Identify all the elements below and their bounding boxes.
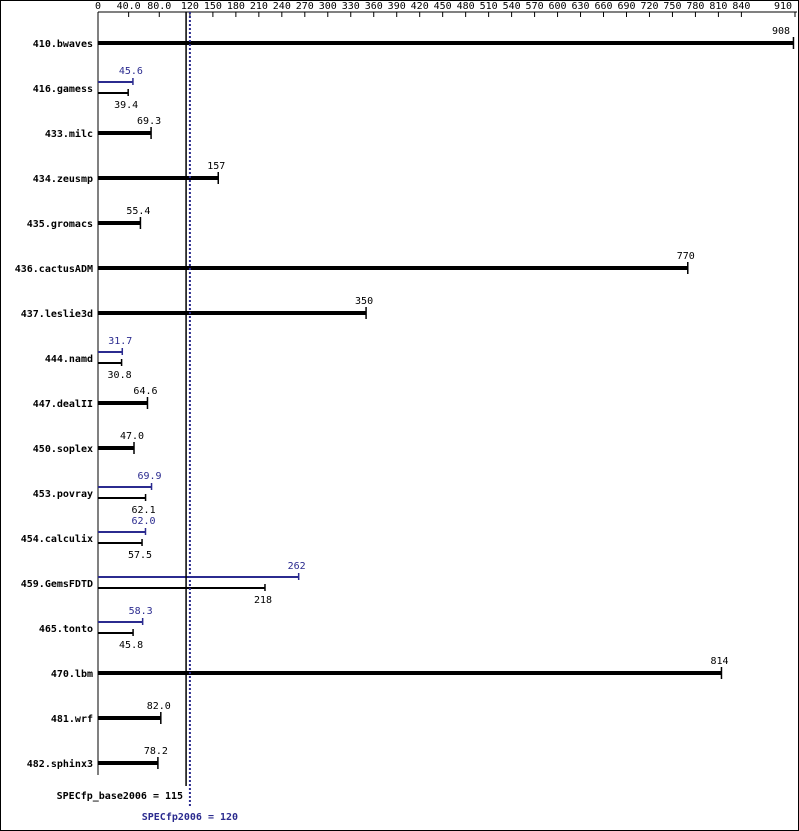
- x-tick-label: 240: [273, 1, 291, 12]
- x-tick-label: 180: [227, 1, 245, 12]
- value-label: 62.0: [131, 516, 155, 527]
- x-tick-label: 510: [480, 1, 498, 12]
- reference-label: SPECfp_base2006 = 115: [57, 791, 183, 802]
- value-label: 31.7: [108, 336, 132, 347]
- x-tick-label: 420: [411, 1, 429, 12]
- x-tick-label: 360: [365, 1, 383, 12]
- x-tick-label: 810: [709, 1, 727, 12]
- base-bar: [98, 362, 122, 364]
- x-tick-label: 840: [732, 1, 750, 12]
- value-label: 262: [288, 561, 306, 572]
- category-label: 434.zeusmp: [33, 174, 93, 185]
- x-tick-label: 750: [663, 1, 681, 12]
- value-label: 69.9: [137, 471, 161, 482]
- base-bar: [98, 587, 265, 589]
- category-label: 453.povray: [33, 489, 93, 500]
- category-label: 416.gamess: [33, 84, 93, 95]
- value-label: 78.2: [144, 746, 168, 757]
- category-label: 447.dealII: [33, 399, 93, 410]
- value-label: 45.8: [119, 640, 143, 651]
- value-label: 350: [355, 296, 373, 307]
- bar: [98, 221, 141, 225]
- x-tick-label: 780: [686, 1, 704, 12]
- x-tick-label: 630: [572, 1, 590, 12]
- bar: [98, 716, 161, 720]
- x-tick-label: 0: [95, 1, 101, 12]
- peak-bar: [98, 81, 133, 83]
- category-label: 481.wrf: [51, 714, 93, 725]
- value-label: 770: [677, 251, 695, 262]
- bar: [98, 311, 367, 315]
- value-label: 908: [772, 26, 790, 37]
- value-label: 157: [207, 161, 225, 172]
- x-tick-label: 150: [204, 1, 222, 12]
- bar: [98, 671, 722, 675]
- value-label: 45.6: [119, 66, 143, 77]
- value-label: 30.8: [108, 370, 132, 381]
- peak-bar: [98, 351, 123, 353]
- category-label: 465.tonto: [39, 624, 93, 635]
- x-tick-label: 80.0: [147, 1, 171, 12]
- x-tick-label: 540: [503, 1, 521, 12]
- x-tick-label: 480: [457, 1, 475, 12]
- x-tick-label: 270: [296, 1, 314, 12]
- bar: [98, 266, 688, 270]
- category-label: 454.calculix: [21, 533, 93, 545]
- x-tick-label: 570: [526, 1, 544, 12]
- x-tick-label: 210: [250, 1, 268, 12]
- value-label: 62.1: [132, 505, 156, 516]
- value-label: 58.3: [129, 606, 153, 617]
- bar: [98, 131, 152, 135]
- base-bar: [98, 542, 143, 544]
- category-label: 482.sphinx3: [27, 758, 93, 770]
- category-label: 444.namd: [45, 354, 93, 365]
- category-label: 470.lbm: [51, 669, 93, 680]
- x-tick-label: 660: [594, 1, 612, 12]
- value-label: 64.6: [133, 386, 157, 397]
- x-tick-label: 300: [319, 1, 337, 12]
- base-bar: [98, 497, 146, 499]
- category-label: 450.soplex: [33, 444, 93, 455]
- category-label: 459.GemsFDTD: [21, 579, 93, 590]
- bar: [98, 41, 794, 45]
- bar: [98, 761, 158, 765]
- x-tick-label: 40.0: [117, 1, 141, 12]
- value-label: 55.4: [126, 206, 150, 217]
- reference-label: SPECfp2006 = 120: [142, 812, 238, 823]
- x-tick-label: 390: [388, 1, 406, 12]
- base-bar: [98, 632, 134, 634]
- category-label: 433.milc: [45, 128, 93, 140]
- value-label: 82.0: [147, 701, 171, 712]
- value-label: 57.5: [128, 550, 152, 561]
- category-label: 436.cactusADM: [15, 264, 93, 275]
- x-tick-label: 120: [181, 1, 199, 12]
- bar: [98, 401, 148, 405]
- category-label: 437.leslie3d: [21, 308, 93, 320]
- value-label: 69.3: [137, 116, 161, 127]
- value-label: 218: [254, 595, 272, 606]
- bar: [98, 176, 219, 180]
- value-label: 47.0: [120, 431, 144, 442]
- value-label: 814: [710, 656, 728, 667]
- x-tick-label: 450: [434, 1, 452, 12]
- bar: [98, 446, 134, 450]
- peak-bar: [98, 531, 146, 533]
- x-tick-label: 330: [342, 1, 360, 12]
- category-label: 435.gromacs: [27, 219, 93, 230]
- x-tick-label: 910: [774, 1, 792, 12]
- peak-bar: [98, 486, 152, 488]
- base-bar: [98, 92, 129, 94]
- peak-bar: [98, 576, 299, 578]
- peak-bar: [98, 621, 143, 623]
- value-label: 39.4: [114, 100, 138, 111]
- x-tick-label: 690: [617, 1, 635, 12]
- x-tick-label: 720: [640, 1, 658, 12]
- category-label: 410.bwaves: [33, 39, 93, 50]
- x-tick-label: 600: [549, 1, 567, 12]
